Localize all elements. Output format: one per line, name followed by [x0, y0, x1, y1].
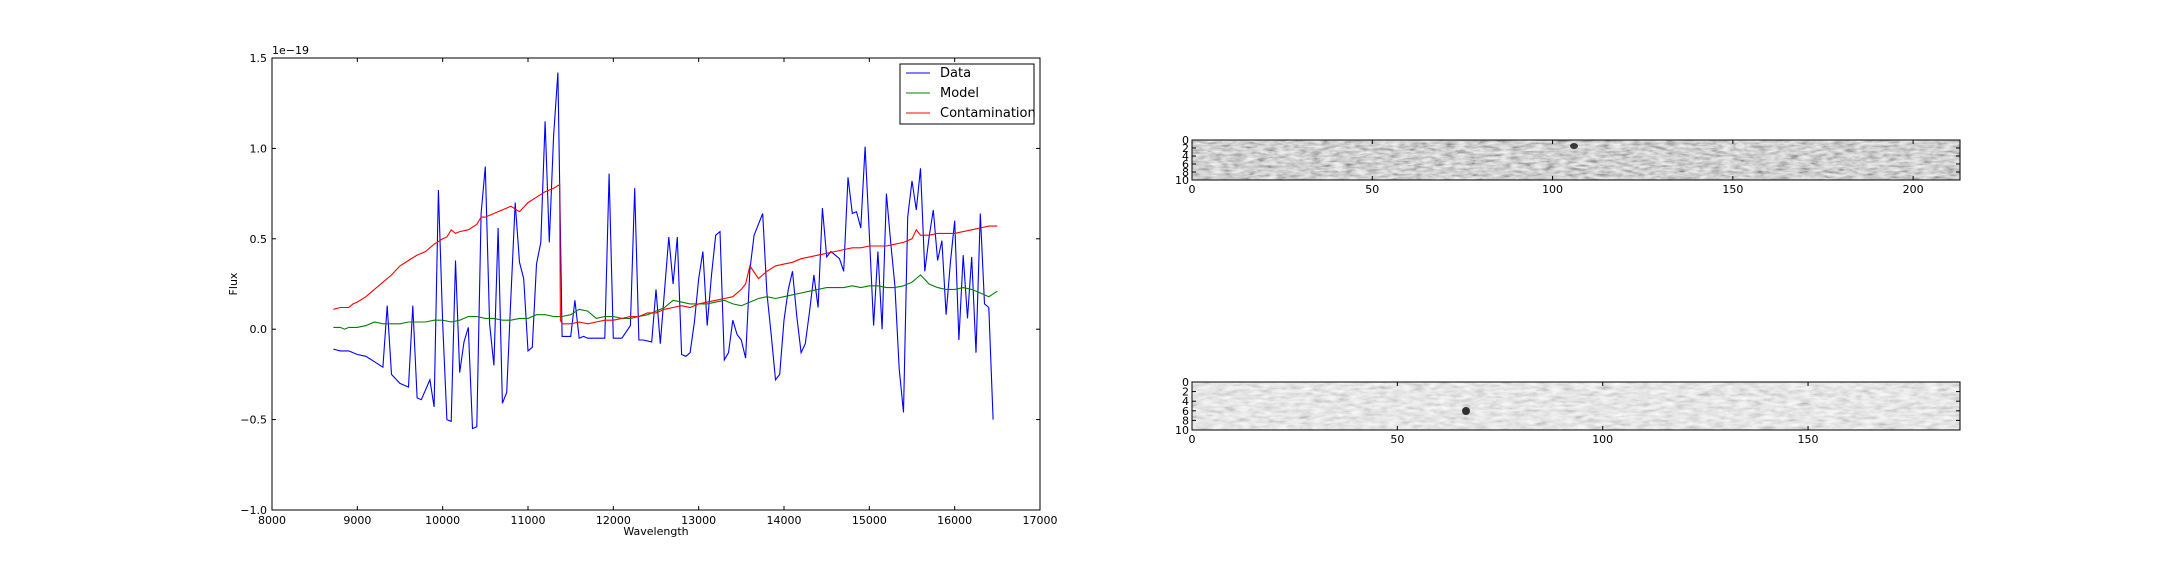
image-y-tick-label: 2 [1182, 142, 1189, 155]
y-tick-label: 1.5 [250, 52, 268, 65]
image-y-tick-label: 10 [1175, 174, 1189, 187]
image-bottom-dark-spot [1462, 407, 1470, 415]
legend-label-data: Data [940, 66, 971, 81]
legend-entry-data: Data [906, 66, 971, 81]
y-tick-label: −0.5 [240, 414, 267, 427]
image-y-tick-label: 0 [1182, 134, 1189, 147]
image-y-tick-label: 8 [1182, 166, 1189, 179]
image-x-tick-label: 50 [1390, 433, 1404, 446]
image-bottom-frame [1191, 381, 1961, 431]
legend-entry-model: Model [906, 86, 979, 101]
series-line-data [333, 72, 994, 430]
y-tick-label: 0.5 [250, 233, 268, 246]
image-y-tick-label: 4 [1182, 150, 1189, 163]
image-y-tick-label: 8 [1182, 414, 1189, 427]
image-bottom-pixels [1192, 382, 1960, 430]
x-tick-label: 13000 [681, 514, 716, 527]
image-x-tick-label: 100 [1592, 433, 1613, 446]
series-line-model [333, 274, 998, 330]
spectrum-plot-frame [271, 57, 1041, 511]
image-y-tick-label: 6 [1182, 158, 1189, 171]
image-top-bright-spot [1735, 143, 1745, 149]
x-tick-label: 10000 [425, 514, 460, 527]
legend: Data Model Contamination [899, 63, 1036, 125]
y-tick-label: 1.0 [250, 142, 268, 155]
image-x-tick-label: 200 [1903, 183, 1924, 196]
image-x-tick-label: 150 [1798, 433, 1819, 446]
image-y-tick-label: 10 [1175, 424, 1189, 437]
image-x-tick-label: 0 [1189, 433, 1196, 446]
image-y-tick-label: 4 [1182, 395, 1189, 408]
x-tick-label: 8000 [258, 514, 286, 527]
image-y-tick-label: 0 [1182, 376, 1189, 389]
x-tick-label: 17000 [1023, 514, 1058, 527]
y-offset-text: 1e−19 [272, 44, 309, 57]
image-x-tick-label: 150 [1722, 183, 1743, 196]
x-tick-label: 12000 [596, 514, 631, 527]
x-axis-label: Wavelength [623, 525, 688, 538]
legend-label-contamination: Contamination [940, 106, 1036, 121]
legend-entry-contamination: Contamination [906, 106, 1036, 121]
y-tick-label: 0.0 [250, 323, 268, 336]
series-line-contamination [333, 183, 998, 325]
x-tick-label: 16000 [937, 514, 972, 527]
image-x-tick-label: 100 [1542, 183, 1563, 196]
x-tick-label: 9000 [343, 514, 371, 527]
image-y-tick-label: 2 [1182, 386, 1189, 399]
y-tick-label: −1.0 [240, 504, 267, 517]
legend-label-model: Model [940, 86, 979, 101]
x-tick-label: 11000 [511, 514, 546, 527]
image-top-frame [1191, 139, 1961, 181]
legend-box [899, 63, 1035, 125]
x-tick-label: 14000 [767, 514, 802, 527]
image-top-dark-spot [1570, 143, 1578, 149]
image-y-tick-label: 6 [1182, 405, 1189, 418]
image-x-tick-label: 50 [1365, 183, 1379, 196]
x-tick-label: 15000 [852, 514, 887, 527]
spectrum-plot: 8000 9000 10000 11000 12000 13000 14000 15000 16… [227, 44, 1058, 538]
image-x-tick-label: 0 [1189, 183, 1196, 196]
y-axis-label: Flux [227, 272, 240, 295]
